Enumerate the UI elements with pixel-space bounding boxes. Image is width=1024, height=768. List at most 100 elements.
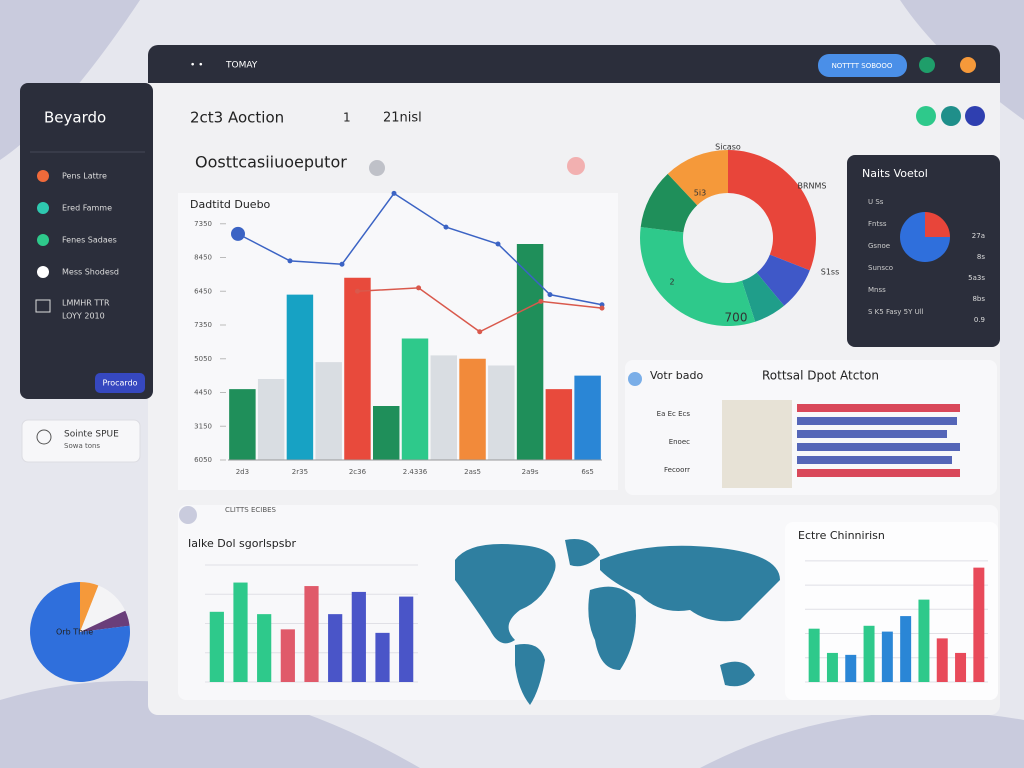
- bar: [399, 596, 414, 682]
- line-point: [416, 285, 422, 291]
- card-value: 0.9: [974, 316, 985, 324]
- y-tick-label: 7350: [194, 220, 212, 228]
- x-tick-label: 2d3: [236, 468, 249, 476]
- card-subtitle: Sowa tons: [64, 442, 100, 450]
- donut-label: BRNMS: [797, 182, 826, 191]
- icon[interactable]: [916, 106, 936, 126]
- bar: [845, 654, 857, 682]
- pie-slice: [29, 582, 130, 682]
- card-row: Sunsco: [868, 264, 893, 272]
- bar: [430, 355, 458, 460]
- pie-slice: [756, 254, 810, 306]
- bar: [315, 362, 342, 460]
- icon[interactable]: [960, 57, 976, 73]
- menu-note: LMMHR TTR: [62, 299, 110, 308]
- menu-icon: [37, 170, 49, 182]
- x-tick-label: 2.4336: [403, 468, 428, 476]
- panel-left: Votr bado: [650, 369, 703, 382]
- pie-slice: [80, 582, 99, 632]
- pie-slice: [640, 173, 698, 233]
- bar: [459, 358, 486, 460]
- top-button-label[interactable]: NOTTTT SOBOOO: [832, 62, 893, 70]
- card-row: Gsnoe: [868, 242, 890, 250]
- sidebar-button[interactable]: [95, 373, 145, 393]
- bar: [257, 379, 285, 460]
- bar: [826, 652, 838, 682]
- bar: [375, 632, 390, 682]
- pie-slice: [900, 212, 950, 262]
- donut-label: S1ss: [821, 268, 840, 277]
- pie-slice: [741, 272, 785, 322]
- bar: [574, 375, 601, 460]
- bar: [881, 631, 893, 682]
- icon[interactable]: [941, 106, 961, 126]
- bar: [328, 614, 343, 682]
- card-row: Fntss: [868, 220, 887, 228]
- bar: [936, 638, 948, 682]
- icon[interactable]: [965, 106, 985, 126]
- panel-row: Enoec: [669, 438, 690, 446]
- bar: [286, 294, 314, 460]
- card-value: 5a3s: [968, 274, 985, 282]
- menu-item: Mess Shodesd: [62, 268, 119, 277]
- line-point: [495, 241, 501, 247]
- x-tick-label: 2r35: [292, 468, 308, 476]
- panel-row: Fecoorr: [664, 466, 690, 474]
- bar: [863, 625, 875, 682]
- donut-label: 700: [725, 311, 748, 325]
- world-map: [455, 539, 780, 705]
- bar: [233, 582, 248, 682]
- y-tick-label: 8450: [194, 254, 212, 262]
- chart-title: Dadtitd Duebo: [190, 198, 271, 211]
- bar: [257, 614, 272, 682]
- menu-item: Fenes Sadaes: [62, 236, 117, 245]
- sidebar-button-label[interactable]: Procardo: [102, 379, 137, 388]
- icon: [567, 157, 585, 175]
- line-point: [391, 190, 397, 196]
- header-title: 2ct3 Aoction: [190, 109, 284, 127]
- pie-slice: [640, 226, 756, 326]
- icon: [369, 160, 385, 176]
- sidebar-title: Beyardo: [44, 109, 106, 127]
- bar: [955, 652, 967, 682]
- top-button[interactable]: [818, 54, 907, 77]
- bar: [516, 244, 544, 460]
- bar: [808, 628, 820, 682]
- y-tick-label: 6050: [194, 456, 212, 464]
- hbar: [797, 443, 960, 451]
- x-tick-label: 2a9s: [522, 468, 539, 476]
- bar: [488, 365, 515, 460]
- header-tag: 21nisl: [383, 111, 422, 126]
- card-value: 27a: [972, 232, 985, 240]
- line-point: [339, 261, 345, 267]
- pie-slice: [80, 610, 130, 632]
- line-point: [354, 288, 360, 294]
- icon: [179, 506, 197, 524]
- card-row: Mnss: [868, 286, 886, 294]
- icon: [628, 372, 642, 386]
- pie-slice: [925, 212, 950, 237]
- pie-slice: [80, 585, 126, 632]
- line-point: [287, 258, 293, 264]
- small-card: [21, 419, 141, 463]
- menu-icon: [37, 234, 49, 246]
- line-point: [538, 298, 544, 304]
- y-tick-label: 5050: [194, 355, 212, 363]
- bar: [304, 586, 319, 682]
- x-tick-label: 2c36: [349, 468, 367, 476]
- panel-row: Ea Ec Ecs: [657, 410, 691, 418]
- line-point: [231, 226, 245, 241]
- card-value: 8s: [977, 253, 985, 261]
- bar: [372, 406, 400, 460]
- line-point: [477, 329, 483, 335]
- y-tick-label: 6450: [194, 287, 212, 295]
- bar: [280, 629, 295, 682]
- icon[interactable]: [919, 57, 935, 73]
- donut-label: Sicaso: [715, 143, 741, 152]
- y-tick-label: 3150: [194, 422, 212, 430]
- bar: [344, 277, 371, 460]
- hbar: [797, 430, 947, 438]
